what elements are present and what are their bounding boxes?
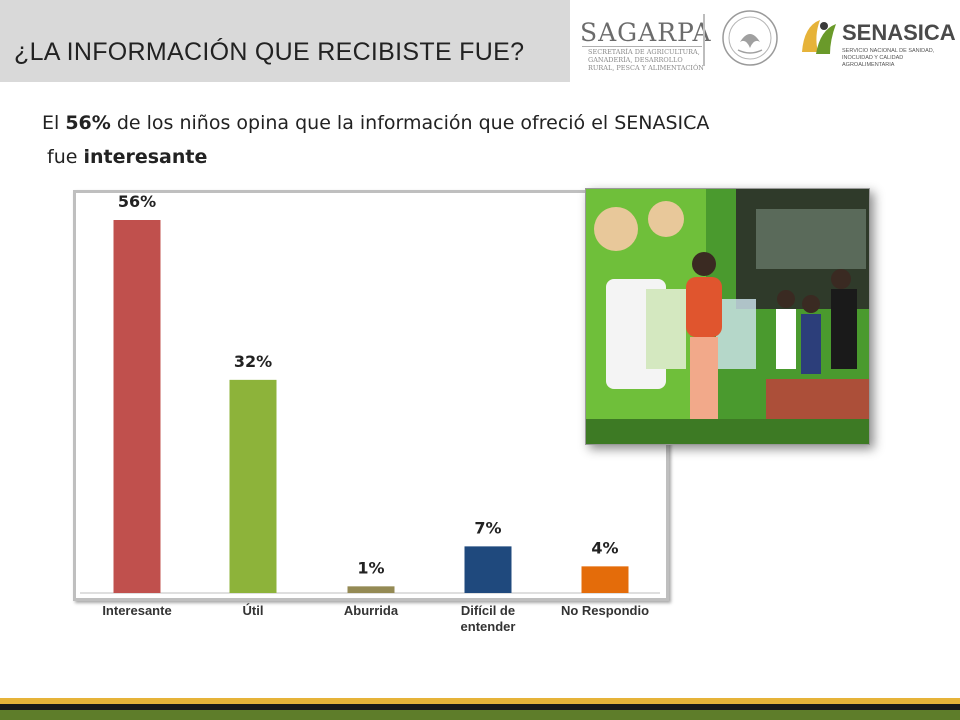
value-label-util: 32% bbox=[234, 352, 272, 371]
sagarpa-underline bbox=[582, 46, 702, 47]
senasica-emblem-icon bbox=[802, 20, 836, 54]
headline-text-3: fue bbox=[47, 146, 84, 168]
senasica-logo: SENASICA SERVICIO NACIONAL DE SANIDAD, I… bbox=[792, 10, 960, 70]
category-label-util: Útil bbox=[243, 603, 264, 618]
national-seal-icon bbox=[722, 10, 778, 66]
headline-emphasis: interesante bbox=[83, 146, 208, 168]
footer-stripes bbox=[0, 698, 960, 720]
category-label-interesante: Interesante bbox=[102, 603, 171, 618]
bar-no-respondio bbox=[581, 566, 629, 593]
category-label-no-respondio: No Respondio bbox=[561, 603, 649, 618]
senasica-wordmark: SENASICA bbox=[842, 20, 956, 45]
value-label-dificil: 7% bbox=[474, 518, 501, 537]
footer-stripe-gold bbox=[0, 698, 960, 704]
headline-text-2: de los niños opina que la información qu… bbox=[110, 112, 710, 134]
event-photo bbox=[585, 188, 870, 445]
logos-area: SAGARPA SECRETARÍA DE AGRICULTURA, GANAD… bbox=[570, 0, 960, 82]
sagarpa-subtitle: SECRETARÍA DE AGRICULTURA, GANADERÍA, DE… bbox=[588, 48, 704, 72]
title-band: ¿LA INFORMACIÓN QUE RECIBISTE FUE? bbox=[0, 0, 570, 82]
headline-line-1: El 56% de los niños opina que la informa… bbox=[42, 106, 862, 140]
footer-stripe-green bbox=[0, 710, 960, 720]
category-label-aburrida: Aburrida bbox=[344, 603, 399, 618]
category-label-dificil-1: Difícil de bbox=[461, 603, 515, 618]
bar-interesante bbox=[113, 220, 161, 593]
footer-stripe-black bbox=[0, 704, 960, 710]
senasica-subtitle: SERVICIO NACIONAL DE SANIDAD, INOCUIDAD … bbox=[842, 48, 935, 68]
bar-dificil bbox=[464, 546, 512, 593]
category-label-dificil-2: entender bbox=[461, 619, 516, 634]
value-label-interesante: 56% bbox=[118, 192, 156, 211]
headline-line-2: fue interesante bbox=[42, 140, 862, 174]
headline: El 56% de los niños opina que la informa… bbox=[42, 106, 862, 174]
headline-text-1: El bbox=[42, 112, 66, 134]
value-label-aburrida: 1% bbox=[357, 558, 384, 577]
page-title: ¿LA INFORMACIÓN QUE RECIBISTE FUE? bbox=[14, 38, 525, 66]
headline-percent: 56% bbox=[65, 112, 111, 134]
value-label-no-respondio: 4% bbox=[591, 538, 618, 557]
logo-divider bbox=[703, 14, 705, 66]
bar-aburrida bbox=[347, 586, 395, 593]
sagarpa-logo: SAGARPA bbox=[580, 18, 712, 47]
photo-illustration bbox=[586, 189, 869, 444]
chart-frame bbox=[73, 190, 669, 601]
bar-util bbox=[229, 379, 277, 593]
